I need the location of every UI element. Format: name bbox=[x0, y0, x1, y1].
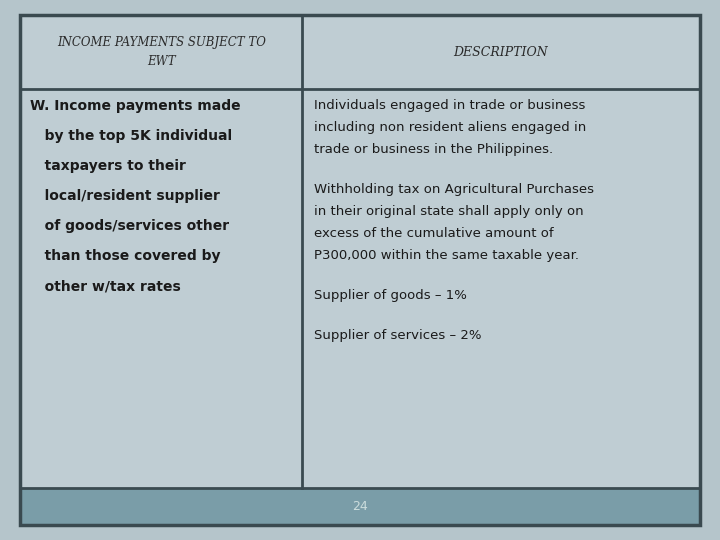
Text: Supplier of services – 2%: Supplier of services – 2% bbox=[314, 329, 482, 342]
Text: excess of the cumulative amount of: excess of the cumulative amount of bbox=[314, 227, 554, 240]
Text: including non resident aliens engaged in: including non resident aliens engaged in bbox=[314, 121, 587, 134]
Text: taxpayers to their: taxpayers to their bbox=[30, 159, 186, 173]
Text: DESCRIPTION: DESCRIPTION bbox=[454, 45, 549, 58]
Bar bbox=[20, 488, 700, 525]
Text: other w/tax rates: other w/tax rates bbox=[30, 279, 181, 293]
Text: INCOME PAYMENTS SUBJECT TO
EWT: INCOME PAYMENTS SUBJECT TO EWT bbox=[57, 36, 266, 68]
Text: by the top 5K individual: by the top 5K individual bbox=[30, 129, 233, 143]
Text: of goods/services other: of goods/services other bbox=[30, 219, 229, 233]
Text: than those covered by: than those covered by bbox=[30, 249, 220, 263]
Text: Individuals engaged in trade or business: Individuals engaged in trade or business bbox=[314, 99, 585, 112]
Text: Supplier of goods – 1%: Supplier of goods – 1% bbox=[314, 289, 467, 302]
Text: P300,000 within the same taxable year.: P300,000 within the same taxable year. bbox=[314, 249, 579, 262]
Text: in their original state shall apply only on: in their original state shall apply only… bbox=[314, 205, 584, 218]
Text: 24: 24 bbox=[352, 500, 368, 513]
Text: Withholding tax on Agricultural Purchases: Withholding tax on Agricultural Purchase… bbox=[314, 183, 594, 196]
Text: trade or business in the Philippines.: trade or business in the Philippines. bbox=[314, 143, 554, 156]
Text: W. Income payments made: W. Income payments made bbox=[30, 99, 240, 113]
Text: local/resident supplier: local/resident supplier bbox=[30, 189, 220, 203]
